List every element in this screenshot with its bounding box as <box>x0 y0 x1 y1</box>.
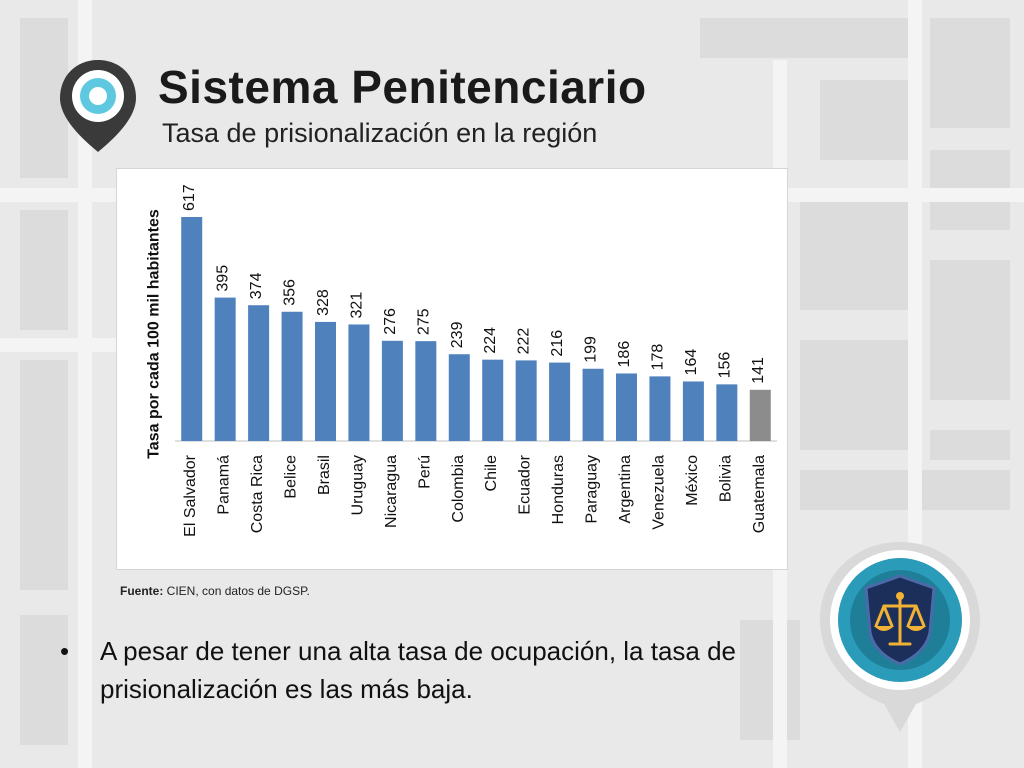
location-pin-icon <box>60 60 136 152</box>
bar-2 <box>248 305 270 441</box>
value-label-9: 224 <box>482 327 499 354</box>
value-label-1: 395 <box>215 265 232 292</box>
slide-title: Sistema Penitenciario <box>158 61 647 113</box>
category-label-0: El Salvador <box>182 454 199 536</box>
justice-scales-shield-icon <box>820 542 980 732</box>
bar-14 <box>649 376 671 441</box>
value-label-17: 141 <box>750 357 767 384</box>
category-label-11: Honduras <box>550 455 567 524</box>
value-label-5: 321 <box>348 292 365 319</box>
category-label-1: Panamá <box>216 455 233 515</box>
value-label-2: 374 <box>248 272 265 299</box>
bar-12 <box>582 368 604 441</box>
bullet-text: A pesar de tener una alta tasa de ocupac… <box>100 636 737 704</box>
category-label-16: Bolivia <box>717 455 734 502</box>
bar-17 <box>749 389 771 441</box>
value-label-0: 617 <box>181 184 198 211</box>
chart-category-labels: El Salvador Panamá Costa Rica Belice Brasil U… <box>182 454 768 537</box>
category-label-8: Colombia <box>450 455 467 523</box>
bar-0 <box>181 217 203 441</box>
value-label-3: 356 <box>282 279 299 306</box>
chart-area: 617 395 374 356 328 321 276 275 239 224 222 216 199 1… <box>116 168 788 570</box>
value-label-4: 328 <box>315 289 332 316</box>
bar-5 <box>348 324 370 441</box>
source-text: CIEN, con datos de DGSP. <box>163 584 310 598</box>
value-label-15: 164 <box>683 349 700 376</box>
category-label-5: Uruguay <box>349 455 366 515</box>
value-label-12: 199 <box>583 336 600 363</box>
value-label-11: 216 <box>549 330 566 357</box>
value-label-14: 178 <box>649 344 666 371</box>
bar-10 <box>515 360 537 441</box>
bar-11 <box>549 362 571 441</box>
bar-9 <box>482 359 504 441</box>
category-label-17: Guatemala <box>751 455 768 533</box>
value-label-8: 239 <box>449 321 466 348</box>
value-label-13: 186 <box>616 341 633 368</box>
chart-value-labels: 617 395 374 356 328 321 276 275 239 224 222 216 199 1… <box>181 184 767 384</box>
bar-7 <box>415 341 437 441</box>
value-label-7: 275 <box>415 308 432 335</box>
slide-subtitle: Tasa de prisionalización en la región <box>162 118 598 148</box>
bar-6 <box>381 340 403 441</box>
chart-bars <box>181 217 771 441</box>
value-label-10: 222 <box>516 328 533 355</box>
category-label-15: México <box>684 455 701 506</box>
bar-16 <box>716 384 738 441</box>
category-label-14: Venezuela <box>650 455 667 530</box>
value-label-6: 276 <box>382 308 399 335</box>
bar-chart: 617 395 374 356 328 321 276 275 239 224 222 216 199 1… <box>146 184 777 537</box>
bullet-marker: • <box>60 636 70 666</box>
bar-15 <box>682 381 704 441</box>
bar-1 <box>214 297 236 441</box>
source-label: Fuente: <box>120 584 164 598</box>
category-label-7: Perú <box>416 455 433 489</box>
bar-13 <box>616 373 637 441</box>
category-label-10: Ecuador <box>517 454 534 514</box>
value-label-16: 156 <box>716 352 733 379</box>
category-label-9: Chile <box>483 455 500 492</box>
category-label-3: Belice <box>283 455 300 499</box>
source-note: Fuente: CIEN, con datos de DGSP. <box>120 584 310 598</box>
category-label-12: Paraguay <box>584 455 601 524</box>
category-label-4: Brasil <box>316 455 333 495</box>
bar-3 <box>281 311 303 441</box>
category-label-6: Nicaragua <box>383 455 400 528</box>
bar-4 <box>315 321 336 441</box>
category-label-13: Argentina <box>617 455 634 524</box>
y-axis-label: Tasa por cada 100 mil habitantes <box>146 209 163 459</box>
bar-8 <box>448 354 470 441</box>
category-label-2: Costa Rica <box>249 455 266 533</box>
